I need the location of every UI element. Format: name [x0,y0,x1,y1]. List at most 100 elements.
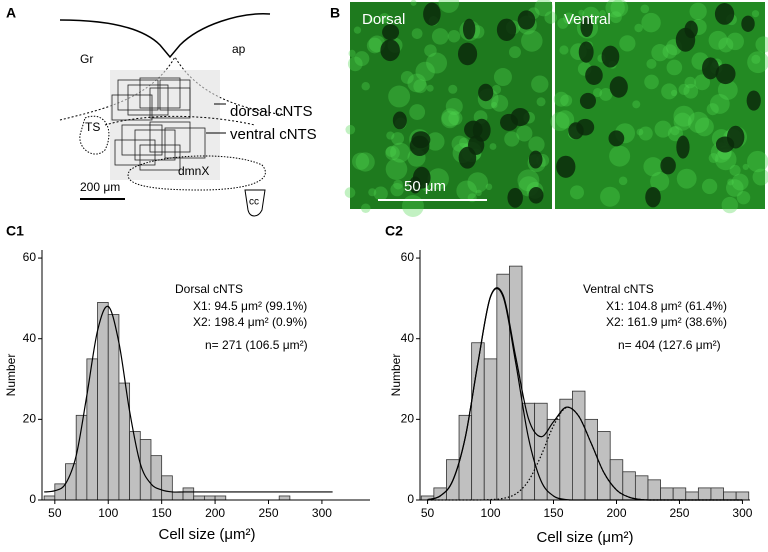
boundary [59,56,286,121]
bright-speck [426,84,434,92]
bright-speck [670,126,680,136]
bright-speck [742,163,749,171]
x-tick-label: 100 [481,506,501,520]
x-tick-label: 300 [732,506,752,520]
cell-nucleus [684,20,698,39]
bright-speck [344,187,356,198]
region-label: ap [232,42,246,56]
bright-speck [641,12,661,33]
bright-speck [646,58,657,69]
region-label: TS [85,120,100,134]
x-tick-label: 150 [543,506,563,520]
bright-speck [650,171,670,191]
image-label: Dorsal [362,11,405,28]
cell-nucleus [726,125,745,149]
bar [584,418,598,501]
cell-nucleus [528,150,543,169]
bright-speck [651,44,669,62]
y-tick-label: 60 [23,250,37,264]
bright-speck [752,168,768,186]
bright-speck [485,183,493,191]
bright-speck [610,0,629,17]
bright-speck [411,28,423,39]
y-axis-label: Number [4,354,18,397]
bright-speck [605,0,625,18]
x-tick-label: 200 [205,506,225,520]
bright-speck [747,150,768,173]
bright-speck [441,108,460,127]
cell-nucleus [609,76,628,98]
bright-speck [456,180,477,202]
y-axis-label: Number [389,354,403,397]
bright-speck [717,80,738,100]
y-tick-label: 20 [401,412,415,426]
y-tick-label: 20 [23,412,37,426]
bright-speck [662,44,678,59]
bright-speck [445,98,463,116]
bright-speck [528,136,545,153]
bright-speck [345,124,356,135]
bright-speck [355,152,375,172]
panel-label: B [330,5,340,21]
cell-nucleus [608,130,625,147]
cell-nucleus [528,186,544,204]
bright-speck [388,85,411,108]
bright-speck [619,35,636,52]
bright-speck [553,91,569,107]
cell-nucleus [458,146,477,169]
bar [685,491,699,501]
bright-speck [427,168,449,190]
annotation: X1: 94.5 μm² (99.1%) [193,299,307,313]
bright-speck [451,135,468,152]
panel-b: B Dorsal Ventral 50 μm [330,0,768,217]
bright-speck [609,11,622,24]
bright-speck [706,103,719,116]
bright-speck [544,11,558,24]
bright-speck [654,120,672,138]
bright-speck [521,30,543,52]
bright-speck [459,137,470,148]
cell-nucleus [645,186,661,208]
bright-speck [550,112,570,132]
bright-speck [689,2,707,21]
bright-speck [673,105,695,127]
bright-speck [694,117,714,137]
y-tick-label: 0 [407,492,414,506]
panel-a: A Gr ap TS dmnX cc dorsal cNTS ventral c… [6,5,317,217]
bright-speck [559,45,569,55]
cell-nucleus [579,92,596,109]
bright-speck [736,190,751,205]
bright-speck [426,52,448,74]
y-tick-label: 40 [401,331,415,345]
bar [660,487,674,501]
bright-speck [640,4,650,14]
annotation: Dorsal cNTS [175,282,243,296]
bright-speck [727,178,734,186]
bar [150,455,163,501]
bright-speck [400,71,414,84]
x-tick-label: 250 [258,506,278,520]
bright-speck [366,37,383,54]
bright-speck [600,186,620,207]
bright-speck [644,74,659,90]
bright-speck [467,172,489,193]
cell-nucleus [517,10,536,30]
cell-nucleus [382,24,400,41]
bar [634,475,649,501]
cell-nucleus [496,18,517,41]
x-tick-label: 150 [152,506,172,520]
cell-nucleus [500,113,519,131]
bright-speck [390,142,411,163]
x-tick-label: 100 [98,506,118,520]
bar [43,495,56,501]
bar [171,491,184,501]
dorsal-surface [59,13,271,59]
bright-speck [673,112,692,131]
bright-speck [555,110,575,129]
bright-speck [726,32,744,51]
bright-speck [599,87,613,101]
y-tick-label: 60 [401,250,415,264]
callout-label: dorsal cNTS [230,103,313,120]
bright-speck [683,83,699,99]
bright-speck [424,44,437,57]
